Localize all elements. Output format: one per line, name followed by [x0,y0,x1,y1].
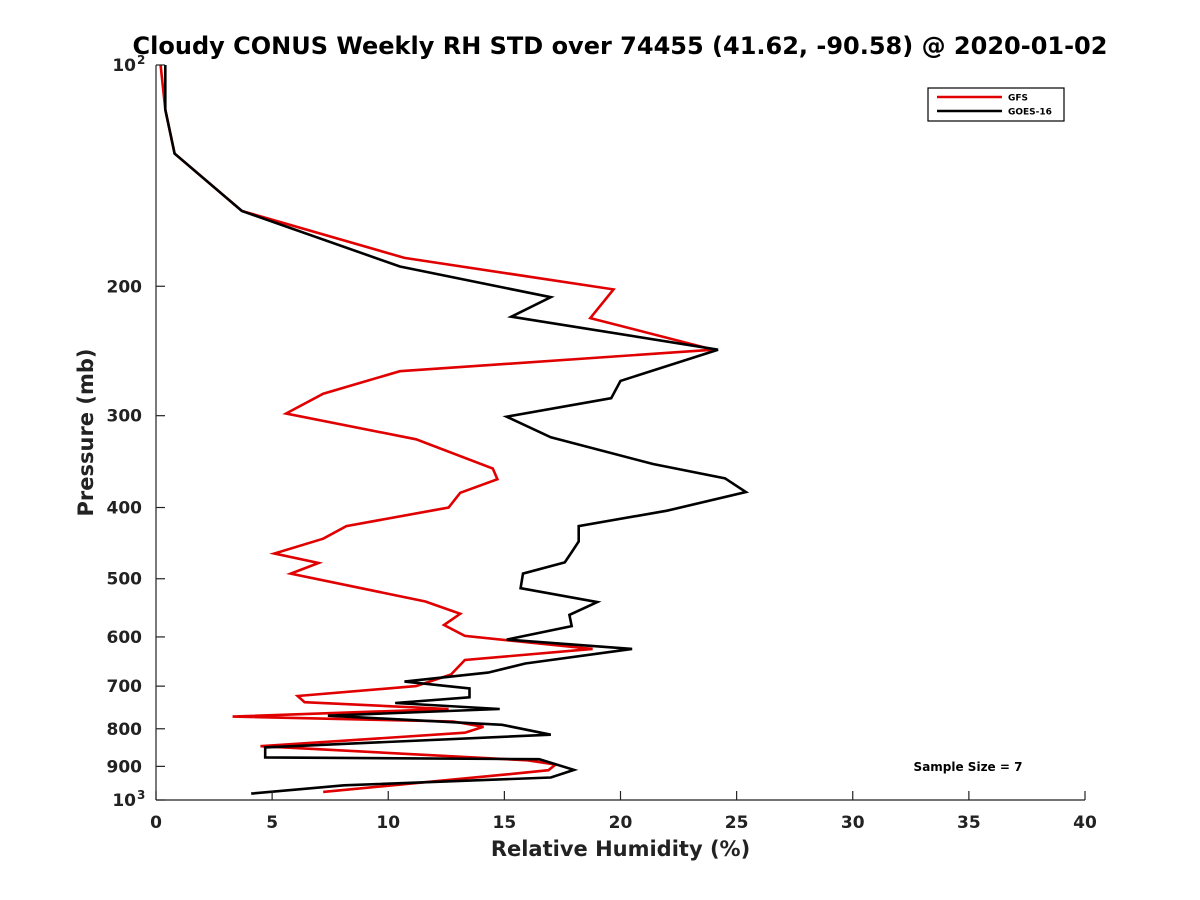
y-tick-label: 500 [107,570,143,590]
y-tick-label: 600 [107,628,143,648]
y-tick-label: 10 [112,791,136,811]
y-tick-label: 10 [112,56,136,76]
legend: GFS GOES-16 [927,87,1065,122]
series-layer [159,64,750,795]
x-tick-label: 25 [725,813,749,833]
y-tick-exponent: 3 [137,788,145,802]
legend-box [927,87,1065,122]
x-tick-label: 15 [493,813,517,833]
chart-title: Cloudy CONUS Weekly RH STD over 74455 (4… [133,32,1108,60]
legend-entry-label: GOES-16 [1008,108,1052,118]
y-axis-label: Pressure (mb) [74,349,98,517]
legend-entry-label: GFS [1008,94,1028,104]
x-tick-label: 35 [957,813,981,833]
series-line-gfs [159,64,714,794]
x-tick-label: 30 [841,813,865,833]
y-tick-label: 900 [107,757,143,777]
y-tick-label: 400 [107,499,143,519]
x-axis-label: Relative Humidity (%) [491,837,750,861]
x-tick-label: 0 [150,813,162,833]
x-tick-label: 5 [266,813,278,833]
x-tick-label: 40 [1073,813,1097,833]
y-tick-label: 300 [107,407,143,427]
y-tick-exponent: 2 [137,53,145,67]
series-line-goes-16 [164,65,750,795]
y-tick-label: 200 [107,277,143,297]
sample-size-annotation: Sample Size = 7 [914,760,1023,774]
x-tick-label: 20 [609,813,633,833]
y-tick-label: 800 [107,720,143,740]
x-axis: 0 5 10 15 20 25 30 35 40 [150,791,1097,833]
x-tick-label: 10 [376,813,400,833]
y-tick-label: 700 [107,677,143,697]
plot-frame [155,65,1085,801]
